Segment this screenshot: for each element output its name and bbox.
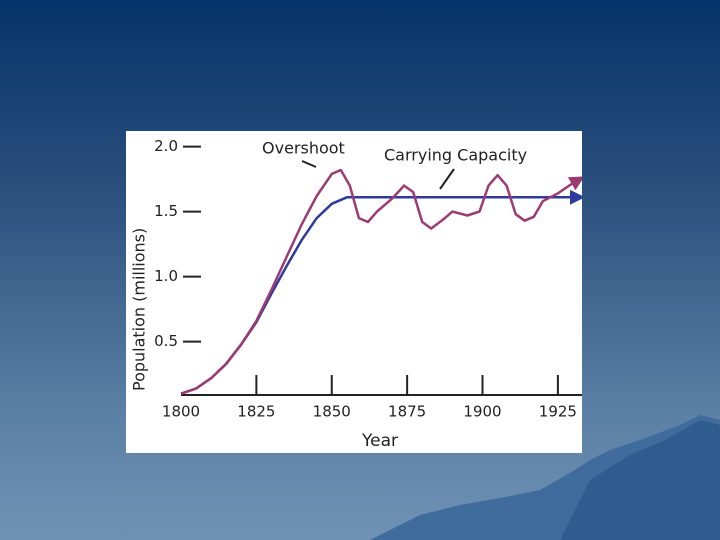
annotation: Carrying Capacity [384, 146, 527, 165]
annotation: Overshoot [262, 139, 345, 158]
y-tick-label: 1.5 [154, 202, 178, 220]
line-series [180, 189, 582, 395]
y-tick-label: 2.0 [154, 137, 178, 155]
x-tick-label: 1825 [237, 403, 275, 421]
x-tick-label: 1875 [388, 403, 426, 421]
x-tick-label: 1850 [313, 403, 351, 421]
y-tick-label: 1.0 [154, 267, 178, 285]
y-tick-label: 0.5 [154, 332, 178, 350]
y-axis-label: Population (millions) [130, 228, 149, 391]
x-tick-label: 1800 [162, 403, 200, 421]
x-tick-label: 1900 [463, 403, 501, 421]
annotation-arrow [301, 160, 317, 168]
line-series [180, 168, 582, 395]
mountain [560, 420, 720, 540]
x-tick-label: 1925 [539, 403, 577, 421]
chart: Population (millions) Year Overshoot Car… [126, 131, 582, 453]
annotation-arrow [439, 168, 455, 190]
x-axis-label: Year [361, 431, 398, 451]
